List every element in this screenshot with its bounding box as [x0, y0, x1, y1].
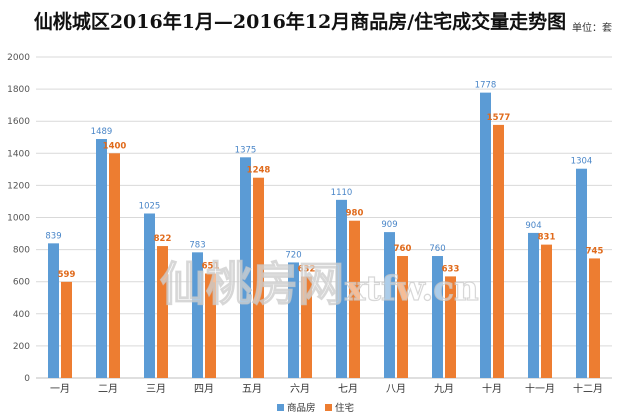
data-label: 822 [154, 234, 172, 244]
legend-label: 商品房 [287, 402, 316, 414]
data-label: 1025 [139, 201, 161, 211]
data-label: 760 [394, 244, 412, 254]
data-label: 745 [586, 246, 604, 256]
y-tick-label: 800 [13, 246, 30, 256]
data-label: 720 [285, 250, 301, 260]
bar-住宅 [397, 256, 408, 378]
data-label: 1778 [475, 81, 497, 91]
bar-住宅 [205, 273, 216, 378]
y-tick-label: 1400 [7, 149, 30, 159]
x-axis: 一月 二月 三月 四月 五月 六月 七月 八月 九月 十月 十一月 十二月 [50, 382, 603, 395]
bar-住宅 [61, 281, 72, 378]
x-tick-label: 十二月 [573, 382, 603, 395]
y-tick-label: 1000 [7, 214, 30, 224]
x-tick-label: 二月 [98, 383, 118, 395]
y-axis: 0 200 400 600 800 1000 1200 1400 1600 1800 2000 [7, 53, 30, 384]
unit-label: 单位：套 [572, 21, 612, 34]
bar-住宅 [109, 153, 120, 378]
bar-住宅 [493, 124, 504, 378]
data-label: 760 [429, 244, 445, 254]
legend-label: 住宅 [335, 402, 354, 414]
y-tick-label: 1200 [7, 181, 30, 191]
watermark-latin: xtfw.cn [345, 269, 479, 309]
y-tick-label: 600 [13, 278, 30, 288]
legend: 商品房 住宅 [277, 402, 354, 414]
legend-swatch [325, 404, 332, 411]
bar-商品房 [48, 243, 59, 378]
x-tick-label: 八月 [386, 383, 406, 395]
bar-住宅 [253, 177, 264, 378]
x-tick-label: 七月 [338, 383, 358, 395]
x-tick-label: 十一月 [525, 382, 555, 395]
x-tick-label: 十月 [482, 382, 502, 395]
y-tick-label: 1800 [7, 85, 30, 95]
bar-商品房 [432, 256, 443, 378]
bar-住宅 [445, 276, 456, 378]
legend-swatch [277, 404, 284, 411]
data-label: 904 [525, 221, 541, 231]
y-tick-label: 0 [24, 374, 30, 384]
bar-商品房 [576, 168, 587, 378]
bar-商品房 [528, 232, 539, 378]
data-labels: 839 599 1489 1400 1025 822 783 651 1375 1248 720 63… [45, 81, 603, 280]
bar-商品房 [96, 139, 107, 378]
data-label: 783 [189, 240, 205, 250]
bar-商品房 [192, 252, 203, 378]
data-label: 1577 [487, 113, 511, 123]
bar-商品房 [288, 262, 299, 378]
data-label: 980 [346, 209, 364, 219]
data-label: 651 [202, 262, 220, 272]
data-label: 1489 [91, 127, 113, 137]
bar-商品房 [336, 199, 347, 378]
bar-商品房 [144, 213, 155, 378]
x-tick-label: 四月 [194, 383, 214, 395]
bars [48, 92, 600, 379]
gridlines [36, 56, 612, 379]
data-label: 831 [538, 233, 556, 243]
bar-住宅 [541, 244, 552, 378]
bar-商品房 [480, 92, 491, 379]
data-label: 1110 [331, 188, 353, 198]
data-label: 909 [381, 220, 397, 230]
y-tick-label: 200 [13, 342, 30, 352]
data-label: 633 [442, 264, 460, 274]
data-label: 1248 [247, 166, 271, 176]
x-tick-label: 五月 [242, 383, 262, 395]
bar-商品房 [240, 157, 251, 378]
watermark-chinese: 仙桃房网 [160, 257, 344, 311]
x-tick-label: 六月 [290, 383, 310, 395]
y-tick-label: 1600 [7, 117, 30, 127]
y-tick-label: 2000 [7, 53, 30, 63]
data-label: 1400 [103, 141, 127, 151]
x-tick-label: 九月 [434, 383, 454, 395]
x-tick-label: 一月 [50, 383, 70, 395]
y-tick-label: 400 [13, 310, 30, 320]
bar-住宅 [301, 276, 312, 378]
bar-住宅 [157, 246, 168, 378]
bar-商品房 [384, 232, 395, 378]
data-label: 1375 [235, 145, 257, 155]
watermark: 仙桃房网 xtfw.cn [159, 256, 479, 311]
chart-title: 仙桃城区2016年1月—2016年12月商品房/住宅成交量走势图 [34, 10, 566, 33]
data-label: 839 [45, 231, 61, 241]
data-label: 1304 [571, 157, 593, 167]
bar-住宅 [589, 258, 600, 378]
bar-住宅 [349, 220, 360, 378]
data-label: 599 [58, 270, 76, 280]
x-tick-label: 三月 [146, 383, 166, 395]
data-label: 632 [298, 265, 316, 275]
